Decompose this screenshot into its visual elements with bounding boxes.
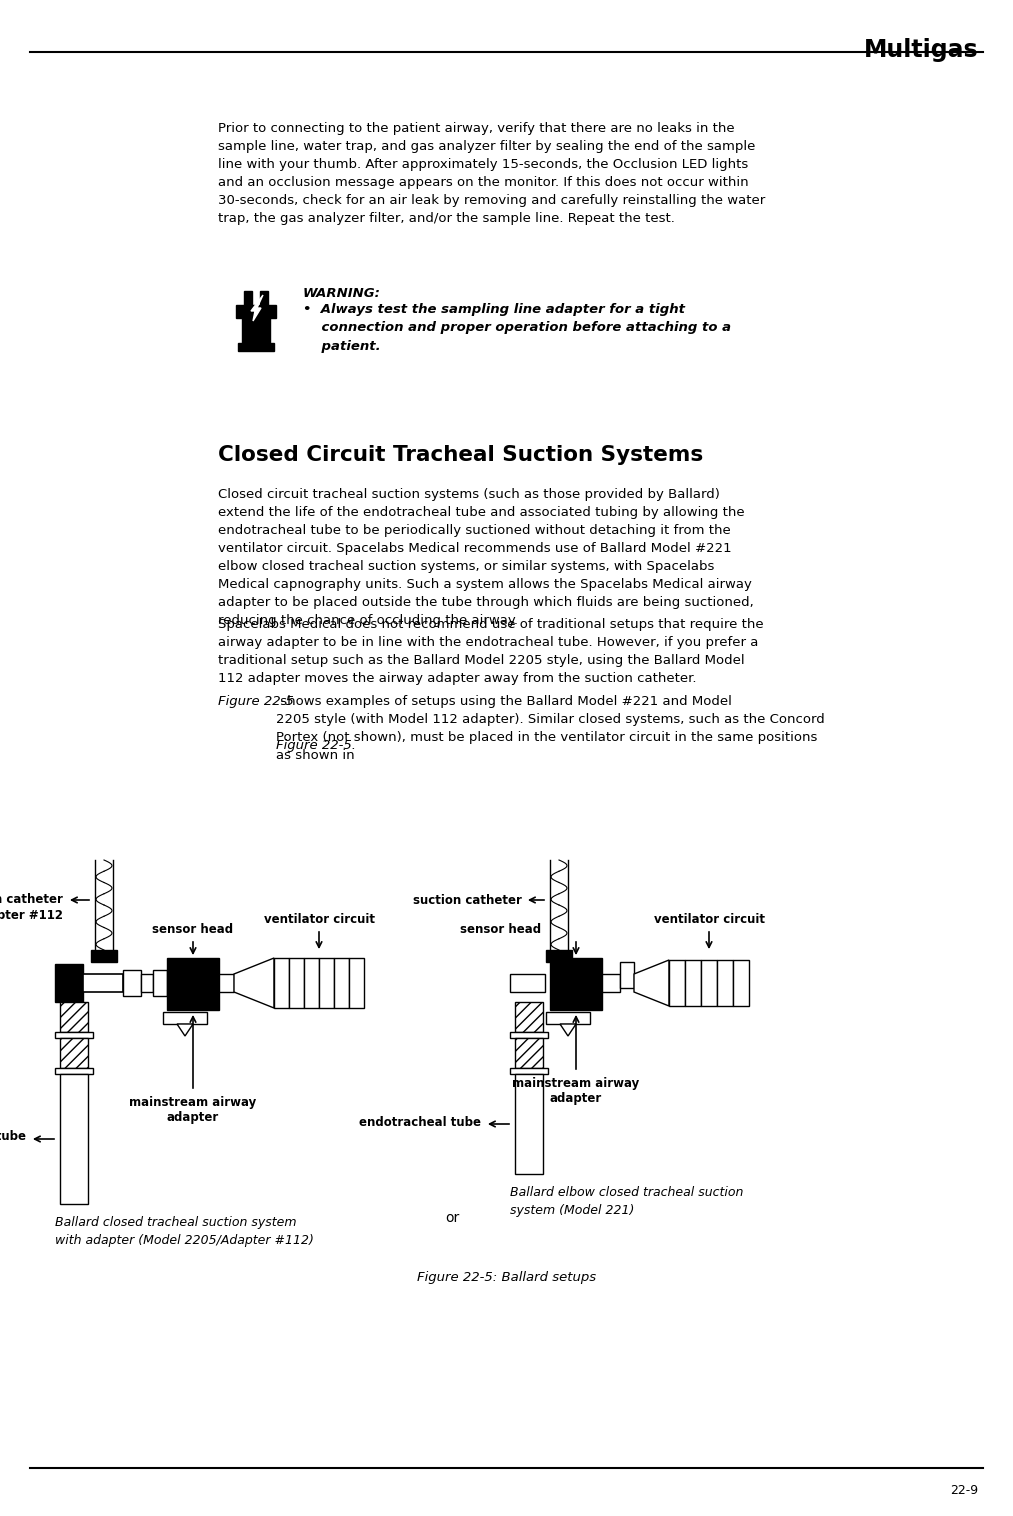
Text: Figure 22-5: Ballard setups: Figure 22-5: Ballard setups <box>417 1270 596 1284</box>
Text: ventilator circuit: ventilator circuit <box>263 913 375 926</box>
Text: Ballard closed tracheal suction system
with adapter (Model 2205/Adapter #112): Ballard closed tracheal suction system w… <box>55 1216 314 1248</box>
Text: or: or <box>446 1211 460 1225</box>
Bar <box>123 970 141 996</box>
Bar <box>602 973 620 991</box>
Bar <box>91 951 116 963</box>
Text: endotracheal tube: endotracheal tube <box>359 1116 481 1128</box>
Bar <box>319 958 333 1008</box>
Text: ventilator circuit: ventilator circuit <box>653 913 765 926</box>
Text: Spacelabs Medical does not recommend use of traditional setups that require the
: Spacelabs Medical does not recommend use… <box>218 619 764 685</box>
Text: Multigas: Multigas <box>863 38 978 62</box>
Text: Figure 22-5.: Figure 22-5. <box>276 738 356 752</box>
Bar <box>510 973 545 991</box>
Bar <box>550 958 602 1010</box>
Bar <box>515 1073 543 1173</box>
Bar <box>510 1032 548 1038</box>
Bar <box>60 1073 88 1204</box>
Polygon shape <box>234 958 274 1008</box>
Bar <box>510 1067 548 1073</box>
Bar <box>546 1013 590 1023</box>
Bar <box>55 1067 93 1073</box>
Text: endotracheal tube: endotracheal tube <box>0 1131 26 1143</box>
Bar <box>238 343 274 352</box>
Polygon shape <box>251 296 263 321</box>
Text: 22-9: 22-9 <box>950 1484 978 1496</box>
Polygon shape <box>634 960 669 1007</box>
Text: Prior to connecting to the patient airway, verify that there are no leaks in the: Prior to connecting to the patient airwa… <box>218 121 765 224</box>
Bar <box>274 958 289 1008</box>
Text: sensor head: sensor head <box>460 923 541 935</box>
Text: mainstream airway
adapter: mainstream airway adapter <box>513 1076 639 1105</box>
Text: Figure 22-5: Figure 22-5 <box>218 694 294 708</box>
Bar <box>60 1002 88 1032</box>
Text: shows examples of setups using the Ballard Model #221 and Model
2205 style (with: shows examples of setups using the Balla… <box>276 694 825 763</box>
Polygon shape <box>236 291 276 343</box>
Bar <box>701 960 716 1007</box>
Bar <box>515 1002 543 1032</box>
Text: Closed Circuit Tracheal Suction Systems: Closed Circuit Tracheal Suction Systems <box>218 446 703 465</box>
Bar <box>304 958 318 1008</box>
Bar <box>60 1038 88 1067</box>
Bar <box>141 973 153 991</box>
Bar <box>546 951 572 963</box>
Text: Ballard elbow closed tracheal suction
system (Model 221): Ballard elbow closed tracheal suction sy… <box>510 1186 744 1217</box>
Bar <box>685 960 701 1007</box>
Bar <box>219 973 234 991</box>
Bar <box>669 960 685 1007</box>
Text: •  Always test the sampling line adapter for a tight
    connection and proper o: • Always test the sampling line adapter … <box>303 303 731 353</box>
Bar <box>83 973 123 991</box>
Bar <box>55 964 83 1002</box>
Text: Closed circuit tracheal suction systems (such as those provided by Ballard)
exte: Closed circuit tracheal suction systems … <box>218 488 754 628</box>
Bar <box>515 1038 543 1067</box>
Bar <box>163 1013 207 1023</box>
Text: suction catheter: suction catheter <box>0 893 63 907</box>
Polygon shape <box>560 1023 576 1035</box>
Bar <box>717 960 732 1007</box>
Bar <box>349 958 364 1008</box>
Text: WARNING:: WARNING: <box>303 287 381 300</box>
Bar <box>620 963 634 988</box>
Bar <box>289 958 304 1008</box>
Bar <box>167 958 219 1010</box>
Text: suction catheter: suction catheter <box>413 893 522 907</box>
Text: Ballard Adapter #112: Ballard Adapter #112 <box>0 910 63 922</box>
Text: sensor head: sensor head <box>152 923 234 935</box>
Bar <box>55 1032 93 1038</box>
Text: mainstream airway
adapter: mainstream airway adapter <box>130 1096 256 1123</box>
Bar <box>334 958 348 1008</box>
Polygon shape <box>177 1023 193 1035</box>
Bar <box>153 970 167 996</box>
Bar <box>733 960 749 1007</box>
